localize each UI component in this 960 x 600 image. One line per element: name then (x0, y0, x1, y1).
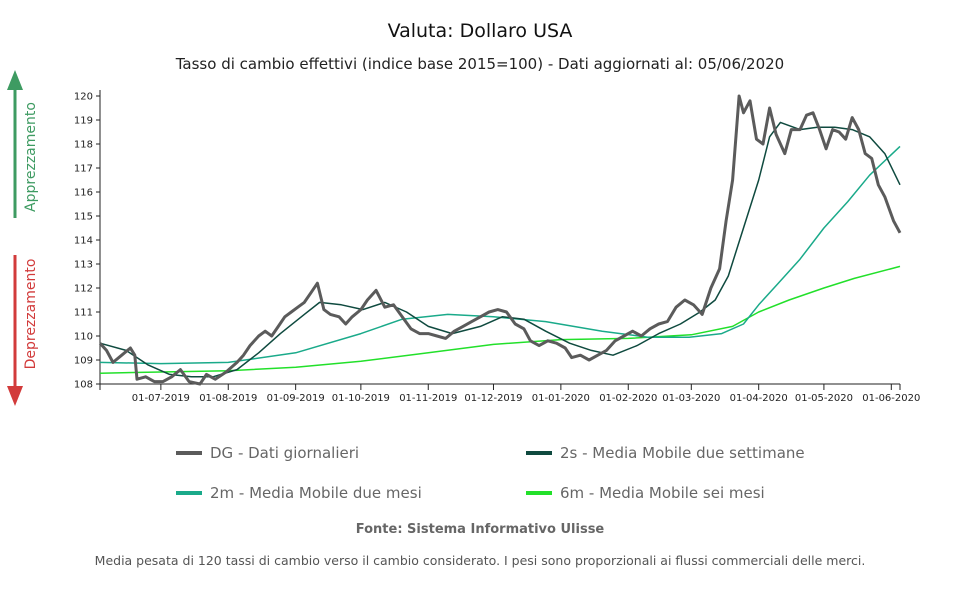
legend-swatch-2s (526, 451, 552, 455)
legend-label-2m: 2m - Media Mobile due mesi (210, 484, 422, 502)
legend-swatch-dg (176, 451, 202, 455)
series-line-ma2m (99, 145, 901, 365)
y-tick-label: 116 (74, 188, 93, 199)
series-line-ma2s (99, 121, 901, 378)
chart-title: Valuta: Dollaro USA (387, 20, 573, 42)
legend-label-2s: 2s - Media Mobile due settimane (560, 444, 805, 462)
x-tick-label: 01-08-2019 (199, 393, 257, 404)
y-tick-label: 108 (74, 380, 93, 391)
y-tick-label: 109 (74, 356, 93, 367)
line-chart: 108 109 110 111 112 113 114 115 116 117 118 119 120 0… (7, 70, 920, 406)
x-tick-label: 01-10-2019 (332, 393, 390, 404)
legend-item-2s: 2s - Media Mobile due settimane (526, 444, 805, 462)
y-tick-label: 113 (74, 260, 93, 271)
x-tick-label: 01-07-2019 (132, 393, 190, 404)
legend-label-dg: DG - Dati giornalieri (210, 444, 360, 462)
x-tick-label: 01-12-2019 (464, 393, 522, 404)
side-arrows (7, 70, 23, 406)
y-tick-label: 118 (74, 140, 93, 151)
chart-lines (98, 94, 902, 386)
series-line-dg (98, 94, 902, 386)
series-line-ma6m (99, 265, 901, 374)
footnote-text: Media pesata di 120 tassi di cambio vers… (94, 553, 866, 568)
x-tick-label: 01-04-2020 (730, 393, 788, 404)
chart-subtitle: Tasso di cambio effettivi (indice base 2… (175, 55, 785, 73)
x-tick-label: 01-02-2020 (599, 393, 657, 404)
y-tick-label: 119 (74, 116, 93, 127)
legend-label-6m: 6m - Media Mobile sei mesi (560, 484, 765, 502)
x-tick-label: 01-11-2019 (399, 393, 457, 404)
up-arrow-icon (7, 70, 23, 90)
x-tick-label: 01-09-2019 (267, 393, 325, 404)
legend-item-6m: 6m - Media Mobile sei mesi (526, 484, 765, 502)
x-tick-label: 01-05-2020 (795, 393, 853, 404)
x-tick-label: 01-06-2020 (862, 393, 920, 404)
x-tick-label: 01-01-2020 (532, 393, 590, 404)
chart-legend: DG - Dati giornalieri 2s - Media Mobile … (0, 440, 960, 510)
x-tick-label: 01-03-2020 (662, 393, 720, 404)
legend-item-dg: DG - Dati giornalieri (176, 444, 359, 462)
down-arrow-icon (7, 386, 23, 406)
legend-swatch-2m (176, 491, 202, 495)
source-text: Fonte: Sistema Informativo Ulisse (355, 522, 605, 537)
y-tick-label: 115 (74, 212, 93, 223)
y-tick-label: 114 (74, 236, 93, 247)
y-tick-label: 112 (74, 284, 93, 295)
y-tick-label: 111 (74, 308, 93, 319)
deprezzamento-label: Deprezzamento (23, 258, 39, 370)
chart-axes: 108 109 110 111 112 113 114 115 116 117 118 119 120 0… (74, 90, 920, 404)
legend-item-2m: 2m - Media Mobile due mesi (176, 484, 422, 502)
y-tick-label: 117 (74, 164, 93, 175)
apprezzamento-label: Apprezzamento (23, 102, 39, 212)
legend-swatch-6m (526, 491, 552, 495)
y-tick-label: 120 (74, 92, 93, 103)
y-tick-label: 110 (74, 332, 93, 343)
